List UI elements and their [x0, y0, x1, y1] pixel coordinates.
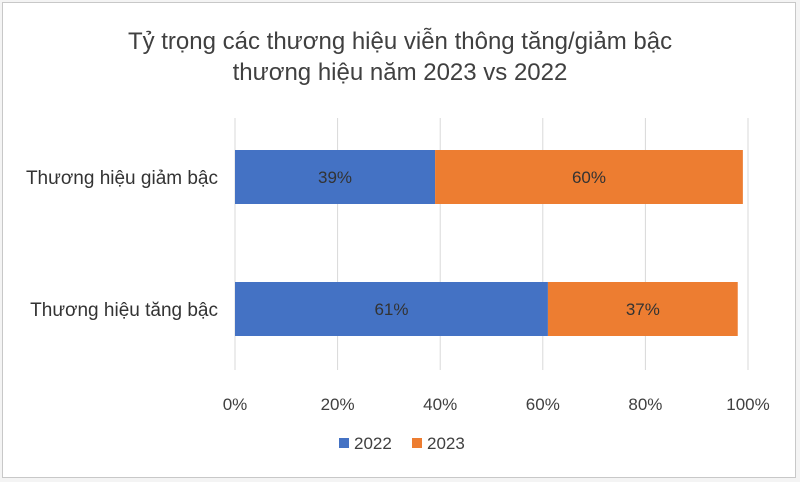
chart-title-line-1: Tỷ trọng các thương hiệu viễn thông tăng… — [127, 28, 673, 55]
x-tick-label-5: 100% — [726, 395, 769, 414]
bar-label-2023-0: 60% — [572, 168, 606, 187]
bar-2022-0 — [235, 150, 436, 204]
bar-2023-0 — [435, 150, 743, 204]
category-label-1: Thương hiệu tăng bậc — [30, 300, 218, 321]
bar-2023-1 — [547, 282, 738, 336]
bar-label-2022-0: 39% — [318, 168, 352, 187]
legend-label-2022: 2022 — [354, 434, 392, 453]
chart-title-line-2: thương hiệu năm 2023 vs 2022 — [232, 59, 568, 86]
x-tick-label-0: 0% — [223, 395, 248, 414]
x-tick-label-1: 20% — [321, 395, 355, 414]
chart-title: Tỷ trọng các thương hiệu viễn thông tăng… — [0, 26, 800, 88]
category-labels: Thương hiệu giảm bậc Thương hiệu tăng bậc — [26, 168, 218, 321]
x-tick-label-3: 60% — [526, 395, 560, 414]
bars: 39% 60% 61% 37% — [235, 150, 743, 336]
x-tick-labels: 0% 20% 40% 60% 80% 100% — [223, 395, 770, 414]
x-tick-label-4: 80% — [628, 395, 662, 414]
category-label-0: Thương hiệu giảm bậc — [26, 168, 218, 189]
bar-label-2022-1: 61% — [374, 300, 408, 319]
legend-swatch-2023 — [412, 438, 422, 448]
legend: 2022 2023 — [339, 434, 465, 453]
legend-swatch-2022 — [339, 438, 349, 448]
bar-2022-1 — [235, 282, 548, 336]
x-tick-label-2: 40% — [423, 395, 457, 414]
legend-label-2023: 2023 — [427, 434, 465, 453]
bar-label-2023-1: 37% — [626, 300, 660, 319]
